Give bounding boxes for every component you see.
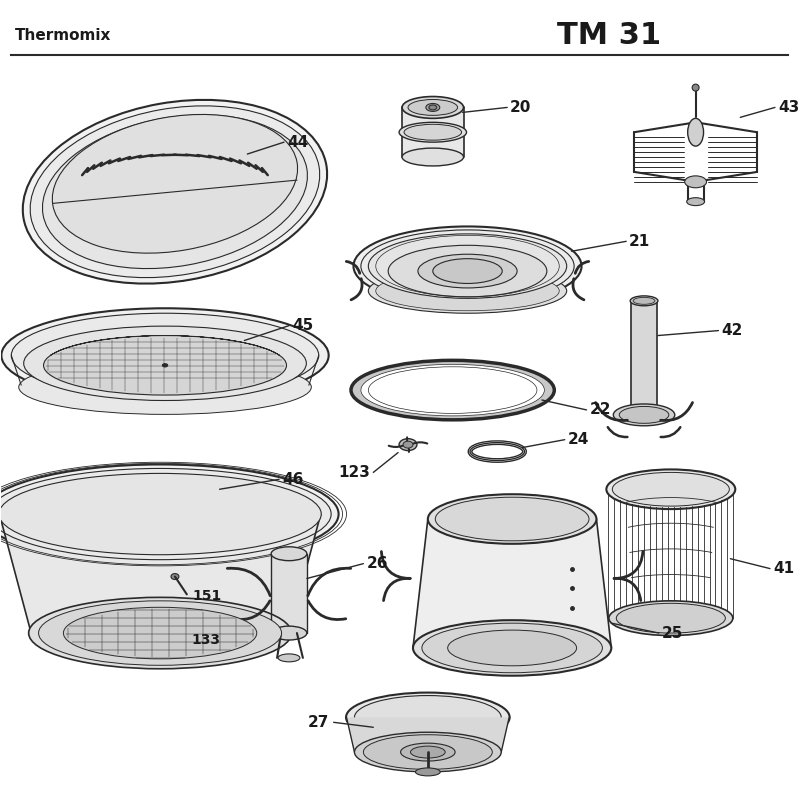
Ellipse shape: [353, 227, 581, 306]
Text: 24: 24: [567, 433, 589, 447]
Ellipse shape: [277, 654, 299, 662]
Ellipse shape: [354, 695, 500, 739]
Ellipse shape: [350, 360, 553, 420]
Text: 45: 45: [292, 318, 313, 333]
Ellipse shape: [412, 620, 610, 676]
Text: 25: 25: [661, 626, 683, 641]
Ellipse shape: [399, 123, 466, 142]
Text: 20: 20: [509, 100, 531, 115]
Polygon shape: [412, 519, 610, 648]
Ellipse shape: [43, 115, 307, 268]
Ellipse shape: [403, 441, 412, 448]
Ellipse shape: [417, 254, 516, 288]
Ellipse shape: [400, 743, 455, 761]
Ellipse shape: [435, 497, 589, 541]
Text: 26: 26: [366, 556, 387, 571]
Ellipse shape: [24, 326, 306, 400]
Ellipse shape: [0, 473, 321, 555]
Ellipse shape: [360, 364, 544, 416]
Ellipse shape: [11, 313, 318, 397]
Text: 151: 151: [192, 590, 222, 603]
Ellipse shape: [171, 574, 179, 579]
Ellipse shape: [271, 547, 306, 561]
Ellipse shape: [368, 234, 566, 298]
Polygon shape: [0, 514, 320, 633]
Ellipse shape: [632, 297, 654, 304]
Text: 123: 123: [338, 465, 370, 480]
Text: Thermomix: Thermomix: [15, 27, 111, 42]
Text: 27: 27: [307, 714, 328, 730]
Ellipse shape: [363, 735, 492, 770]
Ellipse shape: [38, 601, 282, 666]
Text: 22: 22: [589, 402, 610, 417]
Ellipse shape: [630, 296, 657, 306]
Ellipse shape: [448, 630, 576, 666]
Text: TM 31: TM 31: [556, 21, 660, 50]
Ellipse shape: [428, 105, 436, 110]
Ellipse shape: [684, 176, 706, 187]
Ellipse shape: [0, 469, 330, 560]
Polygon shape: [402, 107, 463, 157]
Ellipse shape: [22, 100, 326, 284]
Ellipse shape: [399, 439, 416, 451]
Text: 44: 44: [286, 135, 308, 150]
Ellipse shape: [686, 198, 703, 206]
Ellipse shape: [63, 607, 257, 659]
Ellipse shape: [387, 245, 546, 297]
Ellipse shape: [402, 148, 463, 166]
Text: 42: 42: [720, 323, 742, 338]
Ellipse shape: [354, 732, 500, 772]
Ellipse shape: [346, 693, 509, 743]
Ellipse shape: [407, 99, 457, 115]
Ellipse shape: [18, 360, 311, 414]
Ellipse shape: [360, 230, 573, 302]
Ellipse shape: [0, 465, 338, 564]
Ellipse shape: [402, 97, 463, 119]
Ellipse shape: [606, 469, 735, 509]
Ellipse shape: [618, 406, 668, 423]
Polygon shape: [346, 718, 508, 752]
Text: 41: 41: [772, 562, 793, 576]
Text: 21: 21: [629, 234, 650, 249]
Ellipse shape: [415, 768, 439, 776]
Ellipse shape: [43, 336, 286, 395]
Ellipse shape: [615, 603, 724, 633]
Polygon shape: [630, 301, 656, 415]
Text: 133: 133: [192, 633, 221, 647]
Ellipse shape: [410, 746, 444, 758]
Ellipse shape: [30, 106, 319, 278]
Ellipse shape: [375, 271, 558, 311]
Ellipse shape: [52, 115, 298, 253]
Ellipse shape: [29, 598, 291, 669]
Text: 46: 46: [282, 472, 303, 487]
Ellipse shape: [691, 84, 699, 91]
Ellipse shape: [608, 601, 732, 635]
Ellipse shape: [432, 259, 501, 284]
Ellipse shape: [162, 364, 168, 367]
Polygon shape: [271, 553, 306, 633]
Ellipse shape: [165, 619, 175, 627]
Ellipse shape: [2, 308, 328, 402]
Ellipse shape: [427, 494, 596, 544]
Ellipse shape: [687, 119, 703, 146]
Ellipse shape: [425, 103, 439, 111]
Ellipse shape: [613, 404, 674, 426]
Ellipse shape: [403, 124, 461, 140]
Ellipse shape: [271, 626, 306, 640]
Text: 43: 43: [777, 100, 798, 115]
Ellipse shape: [368, 268, 566, 313]
Ellipse shape: [421, 623, 602, 673]
Ellipse shape: [612, 473, 728, 506]
